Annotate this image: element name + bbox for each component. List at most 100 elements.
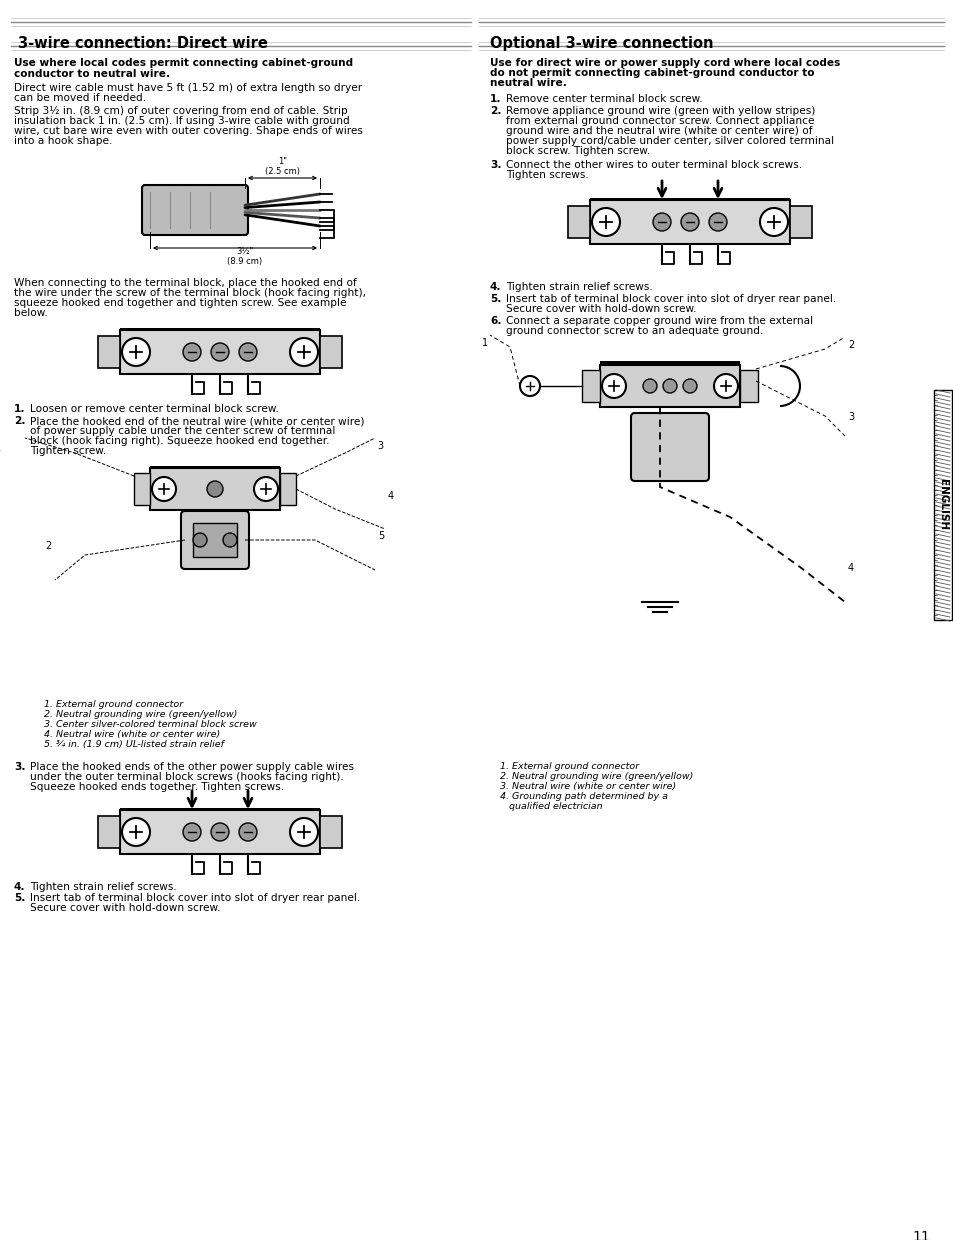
Text: 3½"
(8.9 cm): 3½" (8.9 cm) [227, 247, 262, 267]
Text: can be moved if needed.: can be moved if needed. [14, 93, 146, 103]
Text: 2. Neutral grounding wire (green/yellow): 2. Neutral grounding wire (green/yellow) [499, 773, 693, 781]
Text: Loosen or remove center terminal block screw.: Loosen or remove center terminal block s… [30, 404, 278, 414]
Text: 4. Neutral wire (white or center wire): 4. Neutral wire (white or center wire) [44, 730, 220, 739]
FancyBboxPatch shape [630, 413, 708, 481]
Text: Tighten screw.: Tighten screw. [30, 446, 106, 456]
Bar [150, 466, 280, 472]
Text: 2. Neutral grounding wire (green/yellow): 2. Neutral grounding wire (green/yellow) [44, 711, 237, 719]
Text: Direct wire cable must have 5 ft (1.52 m) of extra length so dryer: Direct wire cable must have 5 ft (1.52 m… [14, 83, 362, 93]
Text: of power supply cable under the center screw of terminal: of power supply cable under the center s… [30, 427, 335, 436]
Text: ground wire and the neutral wire (white or center wire) of: ground wire and the neutral wire (white … [505, 126, 812, 136]
Text: Secure cover with hold-down screw.: Secure cover with hold-down screw. [505, 304, 696, 314]
Text: 1: 1 [481, 339, 488, 348]
Bar [133, 472, 150, 505]
Text: 1. External ground connector: 1. External ground connector [44, 701, 183, 709]
FancyBboxPatch shape [181, 511, 249, 569]
Text: under the outer terminal block screws (hooks facing right).: under the outer terminal block screws (h… [30, 773, 343, 782]
Text: 5. ¾ in. (1.9 cm) UL-listed strain relief: 5. ¾ in. (1.9 cm) UL-listed strain relie… [44, 740, 224, 749]
Circle shape [601, 374, 625, 398]
Text: Insert tab of terminal block cover into slot of dryer rear panel.: Insert tab of terminal block cover into … [505, 294, 836, 304]
FancyBboxPatch shape [142, 185, 248, 236]
Text: 1: 1 [0, 443, 1, 453]
Bar [567, 206, 589, 238]
Circle shape [708, 213, 726, 231]
Bar [599, 361, 740, 367]
Text: the wire under the screw of the terminal block (hook facing right),: the wire under the screw of the terminal… [14, 288, 366, 298]
Bar [98, 336, 120, 368]
Text: Use for direct wire or power supply cord where local codes: Use for direct wire or power supply cord… [490, 58, 840, 68]
Bar [120, 330, 319, 374]
Text: squeeze hooked end together and tighten screw. See example: squeeze hooked end together and tighten … [14, 298, 346, 308]
Text: 3. Center silver-colored terminal block screw: 3. Center silver-colored terminal block … [44, 720, 256, 729]
Text: wire, cut bare wire even with outer covering. Shape ends of wires: wire, cut bare wire even with outer cove… [14, 126, 362, 136]
Circle shape [642, 379, 657, 393]
Circle shape [519, 376, 539, 396]
Bar [280, 472, 295, 505]
Text: from external ground connector screw. Connect appliance: from external ground connector screw. Co… [505, 117, 814, 126]
Text: Optional 3-wire connection: Optional 3-wire connection [490, 36, 713, 51]
Circle shape [207, 481, 223, 497]
Circle shape [122, 339, 150, 366]
Text: 5: 5 [377, 531, 384, 541]
Text: 1"
(2.5 cm): 1" (2.5 cm) [265, 156, 299, 176]
Circle shape [760, 208, 787, 236]
Text: power supply cord/cable under center, silver colored terminal: power supply cord/cable under center, si… [505, 136, 833, 146]
Text: Place the hooked ends of the other power supply cable wires: Place the hooked ends of the other power… [30, 763, 354, 773]
Text: do not permit connecting cabinet-ground conductor to: do not permit connecting cabinet-ground … [490, 68, 814, 78]
Text: Squeeze hooked ends together. Tighten screws.: Squeeze hooked ends together. Tighten sc… [30, 782, 284, 792]
Bar [933, 391, 951, 620]
Circle shape [211, 823, 229, 841]
Bar [581, 370, 599, 402]
Text: 11: 11 [911, 1230, 929, 1240]
Circle shape [652, 213, 670, 231]
Circle shape [682, 379, 697, 393]
Text: Secure cover with hold-down screw.: Secure cover with hold-down screw. [30, 903, 220, 913]
Bar [193, 523, 236, 557]
Text: 3-wire connection: Direct wire: 3-wire connection: Direct wire [18, 36, 268, 51]
Text: 3. Neutral wire (white or center wire): 3. Neutral wire (white or center wire) [499, 782, 676, 791]
Text: Connect a separate copper ground wire from the external: Connect a separate copper ground wire fr… [505, 316, 812, 326]
Bar [589, 200, 789, 244]
Text: insulation back 1 in. (2.5 cm). If using 3-wire cable with ground: insulation back 1 in. (2.5 cm). If using… [14, 117, 350, 126]
Bar [319, 816, 341, 848]
Bar [599, 365, 740, 407]
Text: Place the hooked end of the neutral wire (white or center wire): Place the hooked end of the neutral wire… [30, 415, 364, 427]
Text: 2.: 2. [490, 105, 501, 117]
Text: ground connector screw to an adequate ground.: ground connector screw to an adequate gr… [505, 326, 762, 336]
Text: 3.: 3. [490, 160, 501, 170]
Text: Tighten strain relief screws.: Tighten strain relief screws. [30, 882, 176, 892]
Circle shape [193, 533, 207, 547]
Text: block screw. Tighten screw.: block screw. Tighten screw. [505, 146, 650, 156]
Text: 4: 4 [847, 563, 853, 573]
Circle shape [713, 374, 738, 398]
Text: 2.: 2. [14, 415, 26, 427]
Text: 1.: 1. [14, 404, 26, 414]
Text: ENGLISH: ENGLISH [937, 480, 947, 531]
Bar [120, 329, 319, 336]
Text: into a hook shape.: into a hook shape. [14, 136, 112, 146]
Bar [120, 808, 319, 816]
Bar [740, 370, 758, 402]
Text: 4.: 4. [490, 281, 501, 291]
Circle shape [223, 533, 236, 547]
Circle shape [211, 343, 229, 361]
Text: 3: 3 [376, 441, 383, 451]
Text: neutral wire.: neutral wire. [490, 78, 566, 88]
Text: block (hook facing right). Squeeze hooked end together.: block (hook facing right). Squeeze hooke… [30, 436, 329, 446]
Text: 1. External ground connector: 1. External ground connector [499, 763, 639, 771]
Text: 1.: 1. [490, 94, 501, 104]
Text: 2: 2 [45, 541, 51, 551]
Bar [150, 467, 280, 510]
Text: Remove center terminal block screw.: Remove center terminal block screw. [505, 94, 702, 104]
Circle shape [662, 379, 677, 393]
Text: 6.: 6. [490, 316, 501, 326]
Text: Connect the other wires to outer terminal block screws.: Connect the other wires to outer termina… [505, 160, 801, 170]
Text: 5.: 5. [490, 294, 501, 304]
Circle shape [253, 477, 277, 501]
Text: 4. Grounding path determined by a: 4. Grounding path determined by a [499, 792, 667, 801]
Circle shape [152, 477, 175, 501]
Bar [120, 810, 319, 854]
Text: Remove appliance ground wire (green with yellow stripes): Remove appliance ground wire (green with… [505, 105, 815, 117]
Text: 4.: 4. [14, 882, 26, 892]
Circle shape [239, 343, 256, 361]
